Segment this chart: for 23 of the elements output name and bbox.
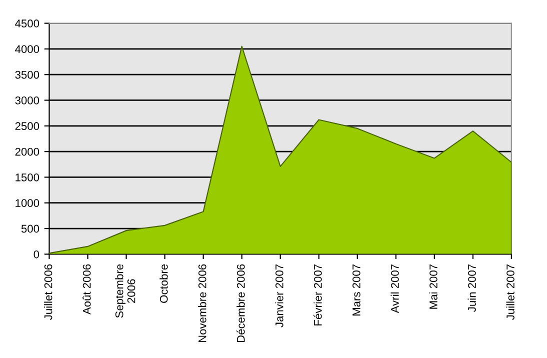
x-tick-label: Novembre 2006 xyxy=(198,264,206,342)
x-tick-label: Août 2006 xyxy=(82,264,91,315)
y-tick-label: 2000 xyxy=(15,148,40,156)
x-tick-label: Mars 2007 xyxy=(352,264,360,316)
y-tick-label: 0 xyxy=(34,250,40,258)
x-tick-label: Octobre xyxy=(160,264,168,303)
x-tick-label: Décembre 2006 xyxy=(236,264,245,342)
y-tick-label: 2500 xyxy=(15,122,40,130)
x-tick-label: Juillet 2007 xyxy=(506,264,514,320)
y-tick-label: 1000 xyxy=(16,199,40,207)
x-tick-label: Avril 2007 xyxy=(390,264,399,314)
x-tick-label: Juillet 2006 xyxy=(44,264,52,320)
x-tick-label: Juin 2007 xyxy=(468,264,476,312)
x-tick-label: Septembre 2006 xyxy=(115,264,136,318)
y-tick-label: 3000 xyxy=(15,96,40,104)
x-tick-label: Janvier 2007 xyxy=(275,264,284,328)
y-tick-label: 4500 xyxy=(15,20,40,28)
y-tick-label: 3500 xyxy=(15,70,40,79)
x-tick-label: Mai 2007 xyxy=(429,264,438,309)
y-tick-label: 4000 xyxy=(15,45,40,54)
x-tick-label: Février 2007 xyxy=(314,264,322,326)
y-tick-label: 1500 xyxy=(16,173,40,182)
y-tick-label: 500 xyxy=(21,224,40,233)
